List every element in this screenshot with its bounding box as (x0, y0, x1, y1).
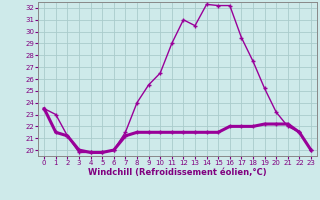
X-axis label: Windchill (Refroidissement éolien,°C): Windchill (Refroidissement éolien,°C) (88, 168, 267, 177)
